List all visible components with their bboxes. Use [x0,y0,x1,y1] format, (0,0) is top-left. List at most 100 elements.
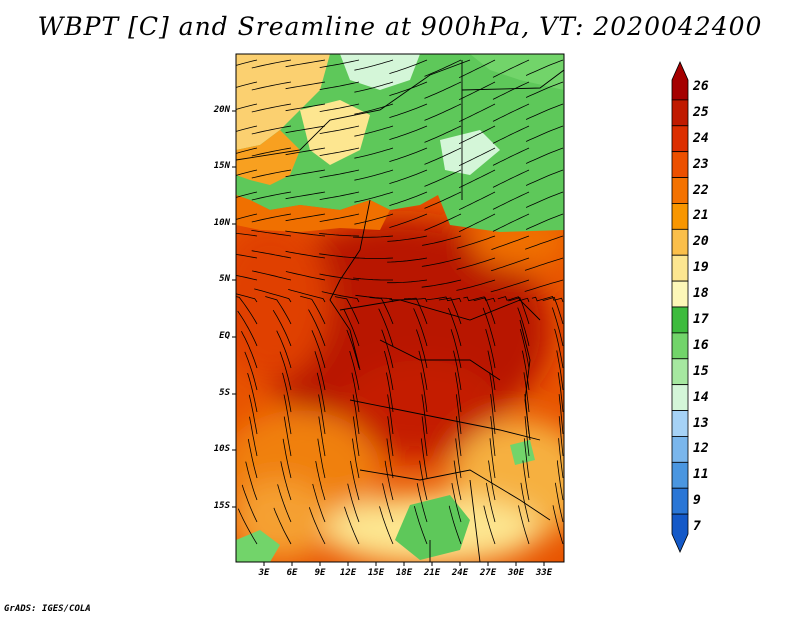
streamline [508,297,530,325]
streamline [489,372,496,413]
y-tick-marks [232,110,236,508]
streamline [424,59,462,77]
colorbar-label: 20 [693,234,709,250]
streamline [389,191,428,206]
streamline [487,350,496,391]
colorbar [671,61,689,553]
streamline [300,295,326,325]
streamline [247,372,258,413]
streamline [521,350,530,391]
streamline [285,271,326,281]
streamline [490,257,530,272]
streamline [319,147,360,156]
streamline [492,147,530,166]
colorbar-label: 21 [693,208,709,224]
x-tick-marks [263,562,545,566]
x-tick-label: 15E [367,568,385,578]
colorbar-swatch [671,513,689,553]
streamline [319,103,360,112]
streamline [450,329,462,369]
streamline [387,235,428,242]
streamline [458,81,496,101]
streamline [319,169,360,178]
streamline [319,273,360,281]
colorbar-label: 9 [693,493,701,509]
streamline [492,81,530,100]
streamline [288,289,326,303]
streamline [456,279,496,291]
streamline [285,213,326,222]
streamline [245,461,258,501]
streamline [525,103,564,120]
streamline [280,461,292,501]
streamline [492,169,530,188]
x-tick-label: 30E [507,568,525,578]
streamline [389,81,428,96]
streamline [525,191,564,208]
streamline [354,213,394,225]
streamline [424,169,462,187]
streamline [458,125,496,145]
streamline [387,416,394,457]
colorbar-swatch [671,254,689,282]
streamline [251,103,292,113]
streamline [486,482,496,523]
streamline [458,147,496,167]
streamline [352,416,360,457]
streamline [422,235,462,246]
streamline [251,169,292,179]
streamline [241,484,258,523]
colorbar-swatch [671,177,689,204]
streamline [448,505,462,545]
streamline [251,230,292,237]
streamline [352,438,360,479]
colorbar-label: 13 [693,415,709,431]
colorbar-swatch [671,358,689,386]
y-tick-label: 20N [213,105,230,115]
streamline [244,351,258,391]
streamline [282,372,292,413]
streamline [389,169,428,184]
streamline [458,103,496,123]
streamline [378,308,394,347]
streamline [354,59,394,71]
streamline [237,508,258,545]
streamline [319,81,360,90]
streamline [556,460,564,501]
streamline [424,125,462,143]
streamline [517,307,530,347]
streamline [321,291,360,303]
colorbar-swatch [671,61,689,101]
streamline [251,213,292,223]
streamline [455,438,462,479]
streamline [344,506,360,545]
streamline [389,213,428,228]
streamline [522,460,530,501]
streamline [453,350,462,391]
streamline [285,125,326,134]
streamline [492,191,530,210]
streamline [438,297,462,325]
streamline [490,279,530,293]
streamline [369,297,394,325]
streamline [308,507,326,545]
colorbar-swatch [671,436,689,463]
colorbar-swatch [671,487,689,515]
x-tick-label: 6E [286,568,298,578]
streamline [354,125,394,137]
streamline [279,351,292,391]
streamline [421,394,428,435]
streamline [349,350,360,391]
y-tick-label: 15N [213,161,230,171]
streamline [317,438,326,479]
streamline [277,484,292,523]
streamline [354,169,394,181]
streamline [558,394,564,435]
colorbar-label: 23 [693,156,709,172]
streamline [312,483,326,523]
y-tick-label: 5S [219,388,230,398]
streamline [254,288,292,303]
colorbar-swatch [671,384,689,411]
streamline [386,372,394,413]
